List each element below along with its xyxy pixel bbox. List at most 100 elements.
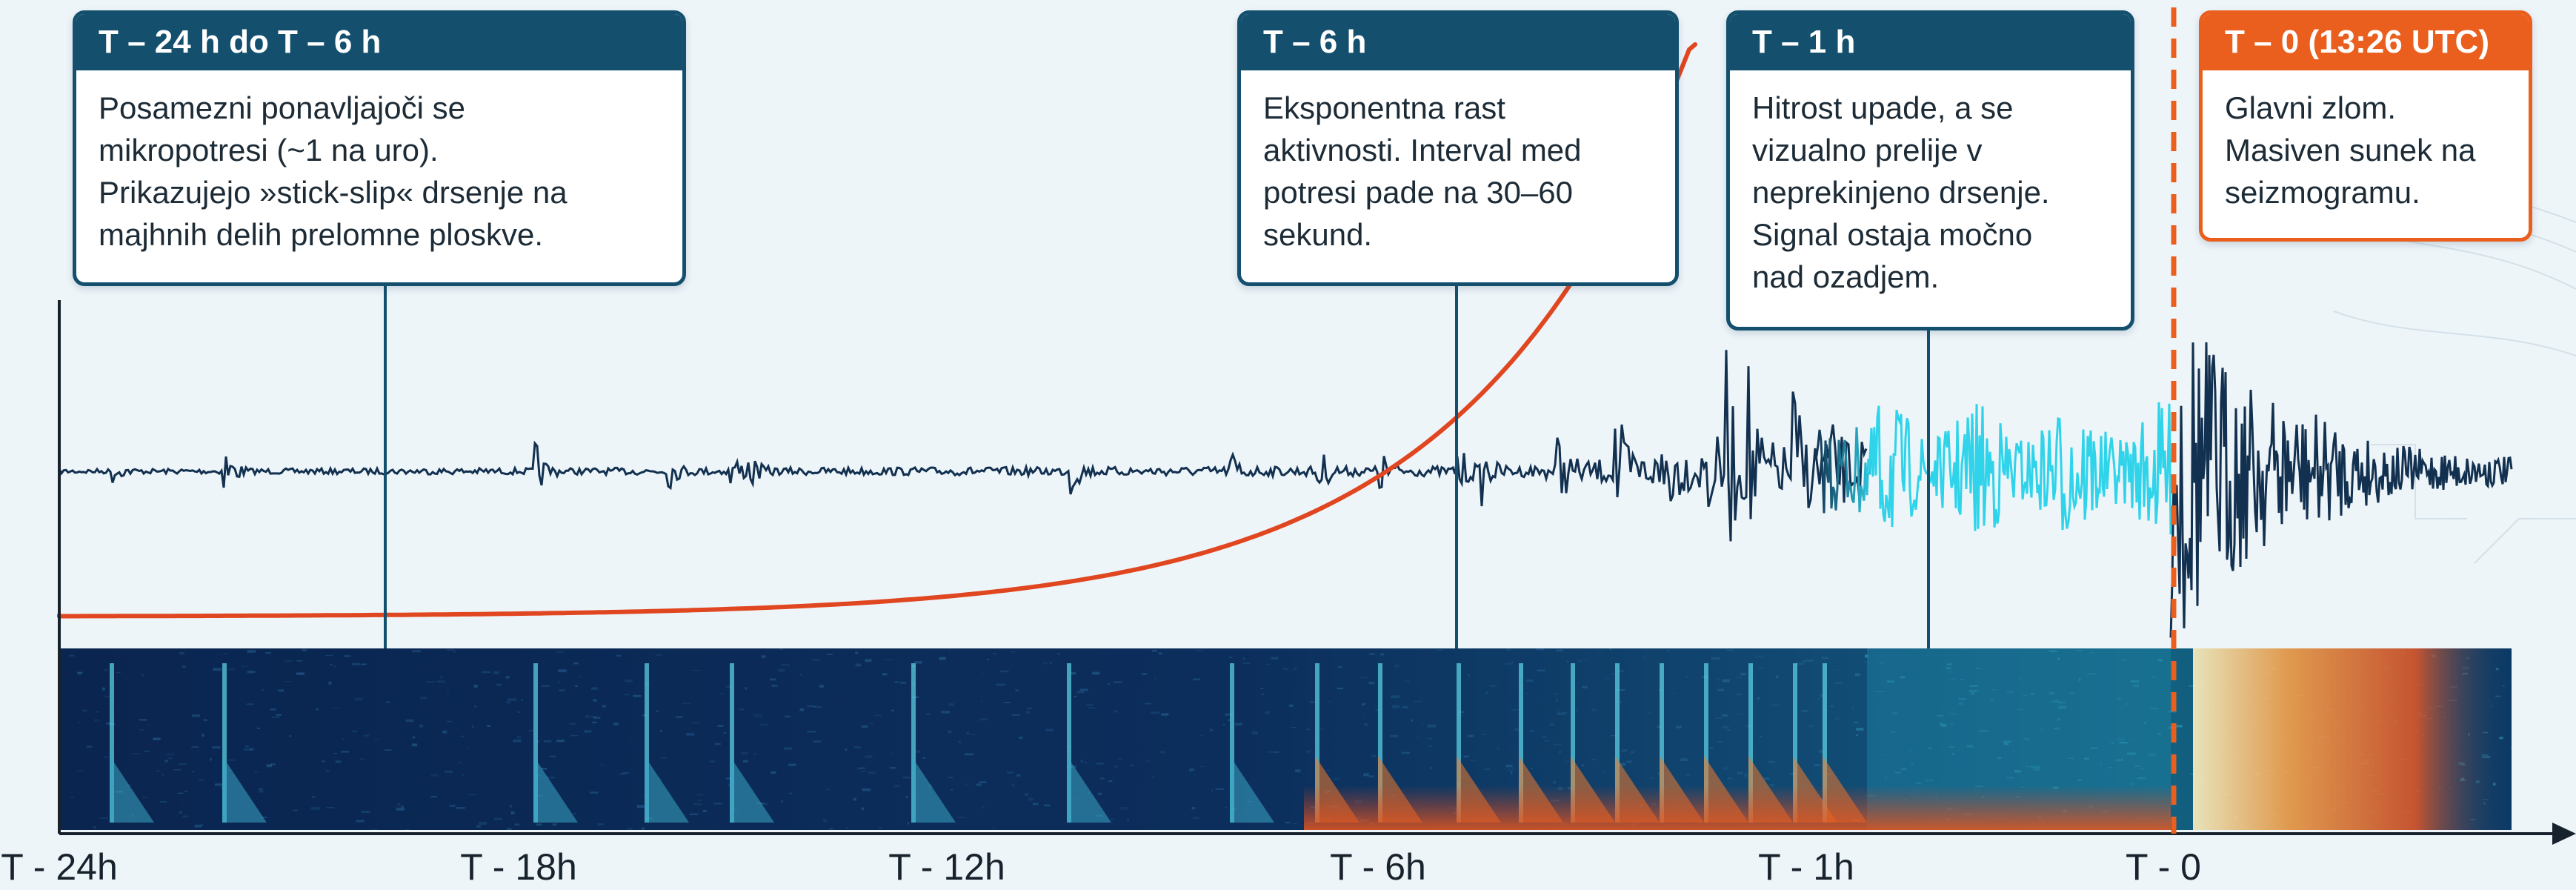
spectrogram-speckle xyxy=(370,828,379,830)
spectrogram-speckle xyxy=(447,689,449,691)
spectrogram-speckle xyxy=(659,778,662,780)
spectrogram-speckle xyxy=(446,648,455,651)
spectrogram-speckle xyxy=(192,771,195,773)
spectrogram-speckle xyxy=(191,714,200,717)
waveform-segment xyxy=(2169,342,2513,638)
tick-label-t-24h: T - 24h xyxy=(1,846,118,888)
spectrogram-burst-tail xyxy=(1067,756,1111,823)
spectrogram-speckle xyxy=(316,708,319,711)
spectrogram-speckle xyxy=(493,671,499,674)
spectrogram-speckle xyxy=(1079,688,1088,691)
spectrogram-speckle xyxy=(104,669,107,671)
spectrogram-speckle xyxy=(191,746,199,748)
spectrogram-speckle xyxy=(964,753,974,756)
spectrogram-speckle xyxy=(813,706,822,708)
spectrogram-speckle xyxy=(1508,768,1516,771)
spectrogram-speckle xyxy=(528,729,535,732)
spectrogram-speckle xyxy=(325,654,333,656)
spectrogram-speckle xyxy=(1273,751,1279,753)
spectrogram-speckle xyxy=(788,792,793,794)
spectrogram-speckle xyxy=(1292,823,1298,825)
spectrogram-burst-line xyxy=(1315,663,1319,823)
spectrogram-speckle xyxy=(656,654,663,657)
spectrogram-speckle xyxy=(857,767,866,770)
spectrogram-speckle xyxy=(405,829,410,830)
spectrogram-speckle xyxy=(624,694,630,696)
spectrogram-speckle xyxy=(1789,773,1794,775)
spectrogram-speckle xyxy=(616,654,622,657)
spectrogram-speckle xyxy=(874,714,882,717)
spectrogram-speckle xyxy=(1194,774,1196,777)
spectrogram-speckle xyxy=(1261,693,1265,695)
spectrogram-speckle xyxy=(1259,688,1264,689)
spectrogram-speckle xyxy=(828,828,834,830)
spectrogram-speckle xyxy=(760,723,768,725)
spectrogram-speckle xyxy=(1506,648,1511,651)
spectrogram-speckle xyxy=(442,730,447,734)
spectrogram-speckle xyxy=(456,807,465,809)
spectrogram-speckle xyxy=(779,648,783,651)
spectrogram-speckle xyxy=(1242,657,1245,660)
spectrogram-speckle xyxy=(987,659,990,660)
spectrogram-speckle xyxy=(1120,807,1128,810)
spectrogram-speckle xyxy=(1160,751,1165,754)
spectrogram-speckle xyxy=(462,774,465,777)
spectrogram-speckle xyxy=(96,711,99,713)
spectrogram-speckle xyxy=(889,767,896,769)
spectrogram-speckle xyxy=(1622,749,1628,752)
spectrogram-speckle xyxy=(184,791,188,792)
spectrogram-speckle xyxy=(771,771,776,774)
spectrogram-speckle xyxy=(1154,677,1156,679)
spectrogram-speckle xyxy=(1717,688,1725,691)
spectrogram-speckle xyxy=(996,683,1005,686)
spectrogram-speckle xyxy=(340,751,350,753)
callout-phase-1h: T – 1 h Hitrost upade, a se vizualno pre… xyxy=(1726,10,2134,331)
spectrogram-speckle xyxy=(939,657,946,660)
spectrogram-speckle xyxy=(1717,741,1723,743)
spectrogram-speckle xyxy=(1854,673,1860,677)
spectrogram-speckle xyxy=(510,811,515,814)
spectrogram-speckle xyxy=(1544,740,1551,742)
spectrogram-speckle xyxy=(201,824,203,826)
spectrogram-speckle xyxy=(743,760,748,763)
spectrogram-speckle xyxy=(203,719,208,722)
spectrogram-burst-line xyxy=(1704,663,1708,823)
spectrogram-speckle xyxy=(1686,676,1688,678)
spectrogram-speckle xyxy=(516,736,521,739)
spectrogram-speckle xyxy=(861,807,865,811)
spectrogram-speckle xyxy=(1074,695,1077,697)
spectrogram-speckle xyxy=(696,794,705,796)
spectrogram-speckle xyxy=(182,815,189,817)
spectrogram-speckle xyxy=(543,740,552,743)
spectrogram-speckle xyxy=(1224,806,1228,808)
spectrogram-speckle xyxy=(385,749,392,751)
spectrogram-speckle xyxy=(202,734,204,737)
spectrogram-speckle xyxy=(412,736,416,739)
spectrogram-speckle xyxy=(1363,723,1368,726)
spectrogram-speckle xyxy=(717,725,724,727)
callout-leader-lines xyxy=(384,282,1930,648)
spectrogram-speckle xyxy=(1144,703,1151,705)
spectrogram-speckle xyxy=(628,738,634,740)
callout-text-line: mikropotresi (~1 na uro). xyxy=(99,133,439,167)
spectrogram-speckle xyxy=(474,705,477,708)
spectrogram-speckle xyxy=(1821,657,1829,660)
spectrogram-speckle xyxy=(177,792,184,794)
spectrogram-burst-tail xyxy=(730,756,774,823)
spectrogram-speckle xyxy=(1736,693,1743,696)
spectrogram-speckle xyxy=(1801,709,1808,712)
spectrogram-speckle xyxy=(916,750,921,753)
spectrogram-speckle xyxy=(965,783,970,785)
spectrogram-speckle xyxy=(344,655,351,657)
spectrogram-speckle xyxy=(506,701,511,704)
spectrogram-speckle xyxy=(142,797,147,798)
spectrogram-speckle xyxy=(1856,728,1864,731)
callout-text-line: Hitrost upade, a se xyxy=(1752,90,2014,125)
spectrogram-speckle xyxy=(284,660,293,662)
spectrogram-speckle xyxy=(507,828,512,830)
spectrogram xyxy=(59,648,2512,830)
spectrogram-speckle xyxy=(902,776,911,779)
spectrogram-speckle xyxy=(702,810,707,812)
